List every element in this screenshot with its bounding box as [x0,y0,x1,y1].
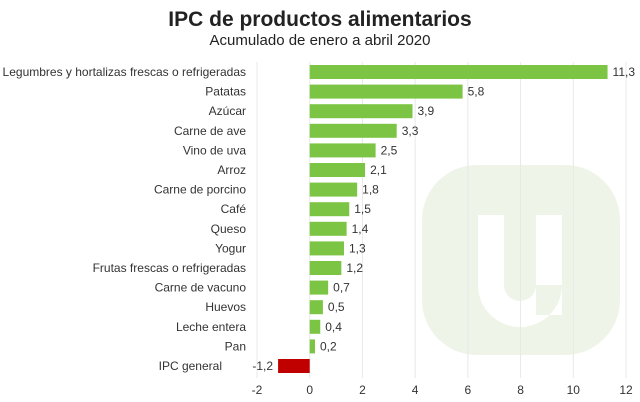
category-label: Carne de ave [174,124,246,138]
category-label: Leche entera [176,320,246,334]
bar [309,339,315,354]
category-label: IPC general [159,359,222,373]
category-label: Queso [211,222,247,236]
data-label: 1,4 [352,222,369,236]
data-label: 2,1 [370,163,387,177]
category-label: Frutas frescas o refrigeradas [93,261,246,275]
category-label: Vino de uva [183,143,246,157]
category-label: Yogur [215,241,246,255]
category-label: Café [221,202,247,216]
bar [309,65,608,79]
category-label: Patatas [205,85,246,99]
data-label: 2,5 [381,143,398,157]
category-label: Legumbres y hortalizas frescas o refrige… [3,65,246,79]
category-label: Carne de vacuno [155,281,247,295]
x-tick-label: 12 [619,383,633,397]
data-label: 0,4 [325,320,342,334]
x-tick-label: 8 [517,383,524,397]
category-label: Pan [225,339,246,353]
chart-subtitle: Acumulado de enero a abril 2020 [209,32,431,49]
x-tick-label: 10 [567,383,581,397]
bar [309,143,376,158]
data-label: 0,2 [320,339,337,353]
bar [309,221,347,236]
data-label: 1,2 [346,261,363,275]
data-label: 11,3 [613,65,636,79]
data-label: -1,2 [252,359,273,373]
data-label: 1,8 [362,183,379,197]
bar [309,182,358,197]
bar [309,319,321,334]
x-tick-label: 0 [306,383,313,397]
data-label: 5,8 [468,85,485,99]
data-label: 0,7 [333,281,350,295]
bar [278,359,310,373]
bar [309,84,463,99]
bar [309,241,344,256]
x-tick-label: 4 [412,383,419,397]
x-tick-label: 2 [359,383,366,397]
bar [309,104,413,119]
x-tick-label: -2 [252,383,263,397]
bar [309,202,350,217]
data-label: 1,3 [349,241,366,255]
data-label: 3,9 [418,104,435,118]
bar [309,300,323,315]
x-tick-label: 6 [465,383,472,397]
bar [309,261,342,275]
bar [309,280,329,295]
bar [309,163,366,177]
category-label: Azúcar [209,104,246,118]
category-label: Huevos [205,300,246,314]
category-label: Arroz [217,163,246,177]
data-label: 3,3 [402,124,419,138]
category-label: Carne de porcino [154,183,246,197]
bar [309,123,397,138]
chart-title: IPC de productos alimentarios [168,8,472,31]
data-label: 1,5 [354,202,371,216]
data-label: 0,5 [328,300,345,314]
